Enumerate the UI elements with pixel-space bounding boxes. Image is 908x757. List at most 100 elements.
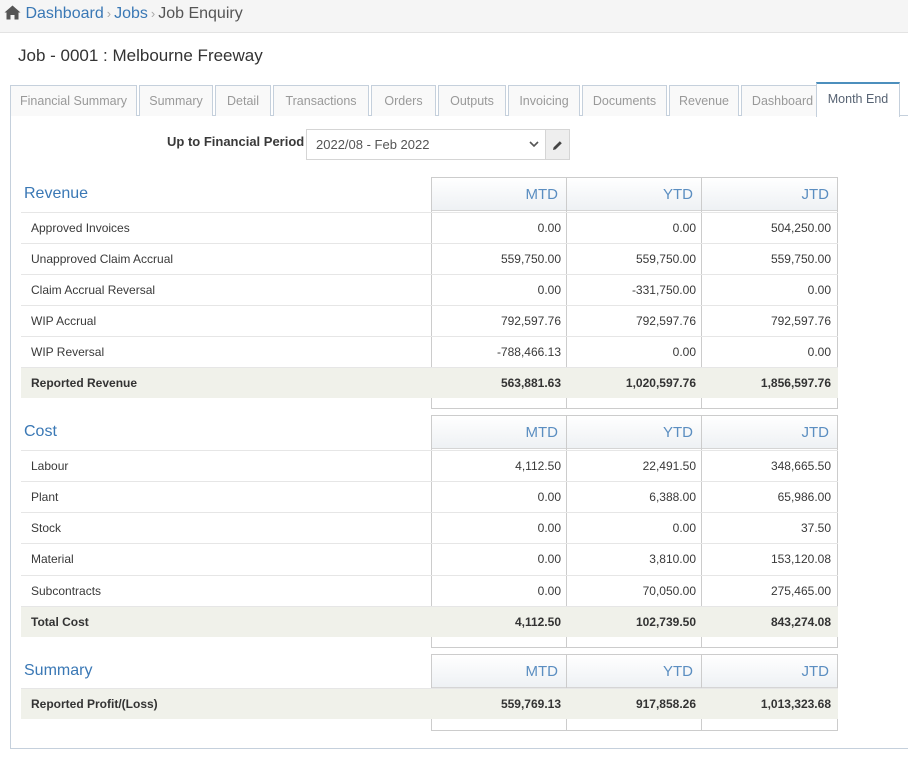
breadcrumb-current: Job Enquiry	[158, 5, 243, 22]
row-label: WIP Reversal	[31, 345, 105, 359]
row-label: Approved Invoices	[31, 221, 130, 235]
month-end-panel	[10, 115, 908, 749]
row-label: Material	[31, 552, 74, 566]
ytd-value: 559,750.00	[635, 252, 696, 266]
ytd-value: 0.00	[672, 221, 696, 235]
tab-revenue[interactable]: Revenue	[669, 85, 739, 116]
page-title: Job - 0001 : Melbourne Freeway	[18, 46, 263, 65]
row-label: Total Cost	[31, 615, 89, 629]
total-row: Total Cost 4,112.50 102,739.50 843,274.0…	[21, 606, 838, 637]
tab-detail[interactable]: Detail	[215, 85, 271, 116]
revenue-header-mtd: MTD	[432, 178, 566, 211]
mtd-value: 563,881.63	[500, 376, 561, 390]
period-label: Up to Financial Period	[167, 134, 305, 149]
ytd-value: 22,491.50	[642, 459, 696, 473]
table-row: Unapproved Claim Accrual 559,750.00 559,…	[21, 243, 838, 274]
jtd-value: 37.50	[800, 521, 831, 535]
jtd-value: 1,856,597.76	[760, 376, 831, 390]
edit-period-button[interactable]	[546, 129, 570, 160]
breadcrumb: Dashboard › Jobs › Job Enquiry	[0, 0, 908, 33]
mtd-value: 0.00	[537, 283, 561, 297]
mtd-value: 559,750.00	[500, 252, 561, 266]
tab-transactions[interactable]: Transactions	[273, 85, 369, 116]
jtd-value: 0.00	[807, 345, 831, 359]
cost-header-mtd: MTD	[432, 416, 566, 449]
summary-header-mtd: MTD	[432, 655, 566, 688]
row-label: Labour	[31, 459, 69, 473]
table-row: Subcontracts 0.00 70,050.00 275,465.00	[21, 575, 838, 606]
table-row: WIP Accrual 792,597.76 792,597.76 792,59…	[21, 305, 838, 336]
tab-documents[interactable]: Documents	[582, 85, 667, 116]
tab-financial-summary[interactable]: Financial Summary	[10, 85, 137, 116]
financial-period-select[interactable]: 2022/08 - Feb 2022	[306, 129, 546, 160]
home-icon[interactable]	[4, 2, 21, 20]
tab-month-end[interactable]: Month End	[816, 82, 900, 117]
row-label: Unapproved Claim Accrual	[31, 252, 174, 266]
table-row: Claim Accrual Reversal 0.00 -331,750.00 …	[21, 274, 838, 305]
row-label: Reported Profit/(Loss)	[31, 697, 158, 711]
breadcrumb-dashboard-link[interactable]: Dashboard	[25, 5, 104, 22]
ytd-value: -331,750.00	[631, 283, 696, 297]
revenue-header-jtd: JTD	[702, 178, 837, 211]
mtd-value: 559,769.13	[500, 697, 561, 711]
cost-section-title: Cost	[24, 423, 57, 440]
summary-header-ytd: YTD	[567, 655, 701, 688]
cost-header-jtd: JTD	[702, 416, 837, 449]
mtd-value: 0.00	[537, 221, 561, 235]
jtd-value: 348,665.50	[770, 459, 831, 473]
mtd-value: 792,597.76	[500, 314, 561, 328]
jtd-value: 504,250.00	[770, 221, 831, 235]
summary-section-title: Summary	[24, 662, 93, 679]
tab-dashboard[interactable]: Dashboard	[741, 85, 824, 116]
breadcrumb-separator: ›	[150, 6, 156, 21]
ytd-value: 792,597.76	[635, 314, 696, 328]
table-row: Plant 0.00 6,388.00 65,986.00	[21, 481, 838, 512]
breadcrumb-jobs-link[interactable]: Jobs	[114, 5, 148, 22]
ytd-value: 917,858.26	[635, 697, 696, 711]
revenue-section-title: Revenue	[24, 185, 89, 202]
row-label: Reported Revenue	[31, 376, 138, 390]
jtd-value: 1,013,323.68	[760, 697, 831, 711]
row-label: Stock	[31, 521, 62, 535]
row-label: Subcontracts	[31, 584, 102, 598]
jtd-value: 153,120.08	[770, 552, 831, 566]
jtd-value: 275,465.00	[770, 584, 831, 598]
mtd-value: 4,112.50	[514, 615, 561, 629]
financial-period-value: 2022/08 - Feb 2022	[316, 137, 430, 152]
jtd-value: 559,750.00	[770, 252, 831, 266]
pencil-icon	[553, 141, 562, 150]
total-row: Reported Profit/(Loss) 559,769.13 917,85…	[21, 688, 838, 719]
mtd-value: 0.00	[537, 552, 561, 566]
ytd-value: 1,020,597.76	[625, 376, 696, 390]
tab-bar: Financial Summary Summary Detail Transac…	[10, 82, 908, 117]
table-row: Stock 0.00 0.00 37.50	[21, 512, 838, 543]
row-label: Plant	[31, 490, 59, 504]
total-row: Reported Revenue 563,881.63 1,020,597.76…	[21, 367, 838, 398]
tab-summary[interactable]: Summary	[139, 85, 213, 116]
jtd-value: 792,597.76	[770, 314, 831, 328]
row-label: WIP Accrual	[31, 314, 97, 328]
jtd-value: 0.00	[807, 283, 831, 297]
summary-header-jtd: JTD	[702, 655, 837, 688]
breadcrumb-separator: ›	[106, 6, 112, 21]
tab-orders[interactable]: Orders	[371, 85, 436, 116]
revenue-header-ytd: YTD	[567, 178, 701, 211]
cost-header-ytd: YTD	[567, 416, 701, 449]
table-row: Labour 4,112.50 22,491.50 348,665.50	[21, 450, 838, 481]
ytd-value: 70,050.00	[642, 584, 696, 598]
row-label: Claim Accrual Reversal	[31, 283, 156, 297]
ytd-value: 0.00	[672, 345, 696, 359]
mtd-value: -788,466.13	[496, 345, 561, 359]
mtd-value: 0.00	[537, 584, 561, 598]
mtd-value: 4,112.50	[515, 459, 561, 473]
ytd-value: 102,739.50	[635, 615, 696, 629]
jtd-value: 65,986.00	[777, 490, 831, 504]
ytd-value: 6,388.00	[649, 490, 696, 504]
tab-outputs[interactable]: Outputs	[438, 85, 506, 116]
table-row: WIP Reversal -788,466.13 0.00 0.00	[21, 336, 838, 367]
tab-invoicing[interactable]: Invoicing	[508, 85, 580, 116]
ytd-value: 3,810.00	[649, 552, 696, 566]
chevron-down-icon	[529, 141, 539, 148]
table-row: Approved Invoices 0.00 0.00 504,250.00	[21, 212, 838, 243]
table-row: Material 0.00 3,810.00 153,120.08	[21, 543, 838, 574]
